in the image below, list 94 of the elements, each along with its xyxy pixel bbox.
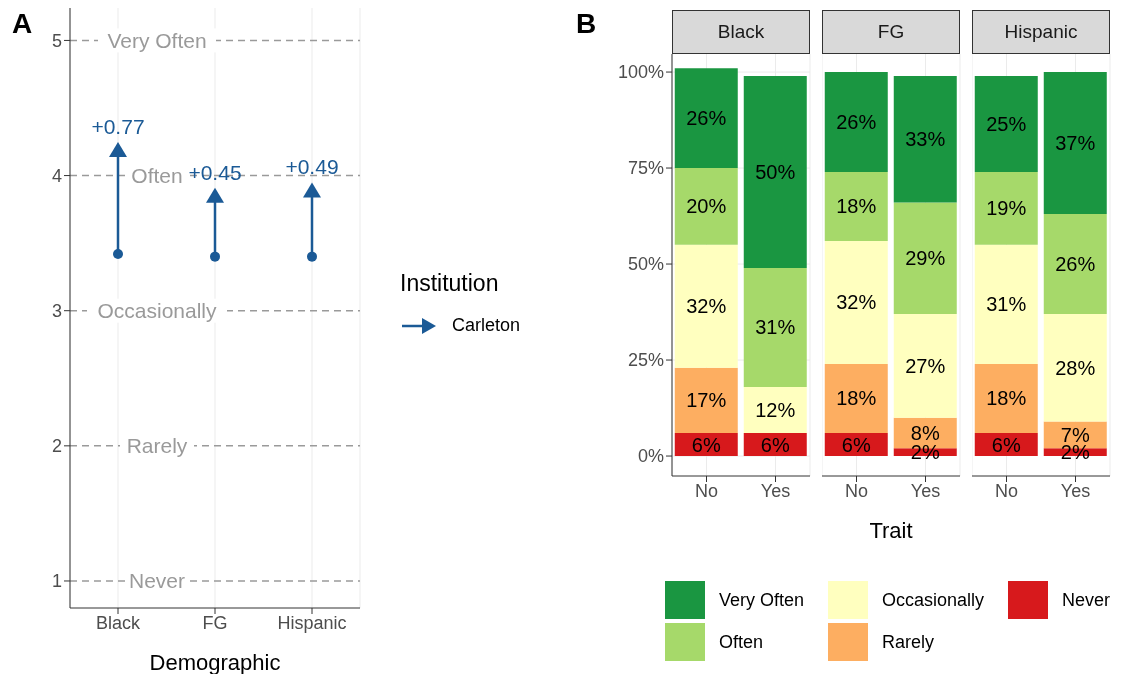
data-label: 8% [910, 421, 940, 444]
bar [674, 68, 738, 169]
legend-label: Never [1062, 589, 1111, 611]
data-label: 18% [836, 195, 877, 218]
ref-line-label: Rarely [126, 434, 188, 458]
bar [824, 171, 888, 241]
bar [893, 313, 957, 418]
bar [743, 267, 807, 387]
x-axis-title: Demographic [149, 650, 281, 674]
data-label: 18% [986, 387, 1027, 410]
bar [743, 75, 807, 268]
x-tick-label: Yes [760, 480, 791, 501]
y-tick-label: 3 [51, 301, 62, 322]
y-tick-label: 4 [51, 165, 62, 186]
x-tick-label: Black [95, 612, 142, 633]
data-label: 18% [836, 387, 877, 410]
x-tick-label: FG [202, 612, 228, 633]
data-label: 7% [1060, 423, 1090, 446]
data-label: 6% [841, 433, 871, 456]
data-label: 31% [755, 316, 796, 339]
bar [674, 244, 738, 368]
x-tick-label: No [844, 480, 869, 501]
bar [974, 244, 1038, 364]
bar [1043, 214, 1107, 314]
ref-line-label: Often [131, 163, 183, 187]
legend-label: Rarely [882, 631, 935, 653]
point [109, 141, 127, 157]
ref-line-label: Never [128, 569, 186, 593]
x-tick-label: Hispanic [277, 612, 347, 633]
data-label: 6% [760, 433, 790, 456]
y-tick-label: 75% [627, 158, 664, 179]
y-tick-label: 100% [617, 62, 664, 83]
data-label: 33% [905, 128, 946, 151]
bar [1043, 72, 1107, 215]
data-label: 17% [686, 389, 727, 412]
data-label: 26% [686, 107, 727, 130]
text: A [12, 8, 33, 40]
data-label: 50% [755, 160, 796, 183]
bar [674, 168, 738, 245]
legend-label: Very Often [719, 589, 805, 611]
annotation: +0.49 [285, 155, 339, 179]
bar [674, 367, 738, 433]
point [210, 251, 220, 262]
data-label: 26% [1055, 253, 1096, 276]
bar [824, 241, 888, 364]
y-tick-label: 1 [51, 571, 62, 592]
bar [893, 75, 957, 203]
point [206, 187, 224, 203]
bar [743, 386, 807, 433]
bar [1043, 313, 1107, 422]
ref-line-label: Occasionally [97, 299, 218, 323]
bar [974, 363, 1038, 433]
bar [893, 202, 957, 314]
data-label: 6% [991, 433, 1021, 456]
x-tick-label: Yes [1060, 480, 1091, 501]
y-tick-label: 50% [627, 254, 664, 275]
y-tick-label: 5 [51, 30, 62, 51]
point [307, 251, 317, 262]
legend-label: Carleton [452, 315, 521, 336]
data-label: 31% [986, 293, 1027, 316]
y-tick-label: 2 [51, 436, 62, 457]
x-tick-label: No [694, 480, 719, 501]
data-label: 32% [836, 291, 877, 314]
data-label: 32% [686, 295, 727, 318]
legend-label: Often [719, 631, 764, 653]
data-label: 28% [1055, 356, 1096, 379]
y-tick-label: 0% [637, 446, 664, 467]
data-label: 25% [986, 112, 1027, 135]
ref-line-label: Very Often [107, 28, 207, 52]
data-label: 26% [836, 110, 877, 133]
point [303, 182, 321, 198]
data-label: 27% [905, 354, 946, 377]
bar [974, 171, 1038, 245]
data-label: 12% [755, 398, 796, 421]
annotation: +0.77 [91, 114, 145, 138]
annotation: +0.45 [188, 160, 242, 184]
chart-title: Hispanic [972, 10, 1110, 54]
x-tick-label: No [994, 480, 1019, 501]
bar [824, 363, 888, 433]
bar [974, 75, 1038, 172]
chart-title: FG [822, 10, 960, 54]
data-label: 19% [986, 197, 1027, 220]
chart-title: Black [672, 10, 810, 54]
legend-title: Institution [400, 270, 500, 297]
data-label: 6% [691, 433, 721, 456]
y-tick-label: 25% [627, 350, 664, 371]
x-axis-title: Trait [869, 518, 913, 543]
text: B [576, 8, 597, 40]
data-label: 29% [905, 247, 946, 270]
legend-label: Occasionally [882, 589, 985, 611]
data-label: 20% [686, 195, 727, 218]
x-tick-label: Yes [910, 480, 941, 501]
bar [824, 72, 888, 172]
data-label: 37% [1055, 132, 1096, 155]
